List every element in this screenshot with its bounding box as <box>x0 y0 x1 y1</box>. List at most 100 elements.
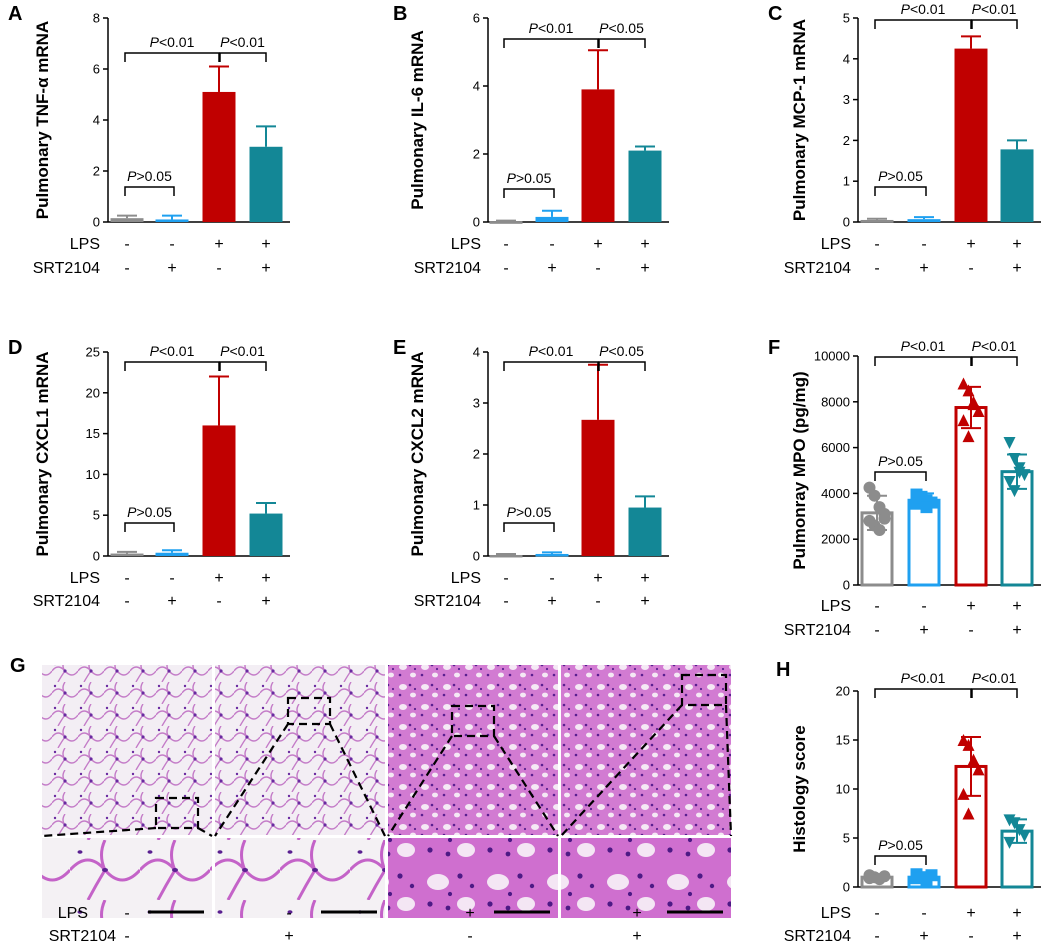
y-tick-label: 10 <box>86 467 100 482</box>
bracket-lps-vs-lps-srt <box>971 19 1018 29</box>
y-tick-label: 4 <box>473 79 480 94</box>
chart-panel-H: H 0 5 10 15 20 Histology score P<0.01 P<0.01 P>0.… <box>776 659 1041 944</box>
lps-sign: + <box>261 236 270 253</box>
y-tick-label: 5 <box>843 11 850 26</box>
panel-label-D: D <box>8 337 22 359</box>
y-tick-label: 0 <box>843 578 850 593</box>
data-point <box>957 377 970 390</box>
y-tick-label: 0 <box>93 549 100 564</box>
y-tick-label: 3 <box>473 396 480 411</box>
bar <box>907 219 941 222</box>
lps-row-label: LPS <box>451 236 481 253</box>
p-value-lps-vs-lps-srt: P<0.01 <box>972 1 1017 17</box>
y-axis-label: Pulmonary TNF-α mRNA <box>33 21 52 219</box>
lps-sign: + <box>593 236 602 253</box>
bracket-control-vs-srt <box>503 188 555 198</box>
micrograph-lps-high <box>388 838 558 918</box>
lps-sign: - <box>874 905 879 922</box>
data-point <box>863 872 876 885</box>
y-tick-label: 5 <box>843 831 850 846</box>
chart-panel-D: D 0 5 10 15 20 25 Pulmonary CXCL1 mRNA P<0.01 P<0… <box>8 337 290 610</box>
srt-sign: - <box>595 260 600 277</box>
bracket-control-vs-lps <box>124 52 220 62</box>
lps-sign: - <box>921 598 926 615</box>
srt-sign: + <box>167 593 176 610</box>
bracket-control-vs-srt <box>874 471 927 481</box>
histology-lps-sign: - <box>286 905 291 922</box>
srt-sign: - <box>874 260 879 277</box>
lps-sign: - <box>549 236 554 253</box>
y-tick-label: 4000 <box>821 486 850 501</box>
lps-sign: - <box>503 236 508 253</box>
p-value-control-vs-srt: P>0.05 <box>507 170 552 186</box>
bar <box>907 498 941 587</box>
srt-sign: - <box>216 593 221 610</box>
data-point <box>957 787 970 800</box>
data-point <box>1008 817 1021 830</box>
bar <box>860 219 894 223</box>
bar <box>489 554 523 558</box>
y-tick-label: 2 <box>843 133 850 148</box>
lps-row-label: LPS <box>821 598 851 615</box>
bracket-control-vs-srt <box>124 522 175 532</box>
p-value-control-vs-srt: P>0.05 <box>878 837 923 853</box>
bracket-lps-vs-lps-srt <box>219 52 267 62</box>
srt-sign: - <box>968 622 973 639</box>
p-value-control-vs-srt: P>0.05 <box>878 453 923 469</box>
data-point <box>1008 453 1021 466</box>
histology-lps-row-label: LPS <box>58 905 88 922</box>
zoom-indicators <box>41 673 733 838</box>
y-axis-label: Pulmonray MPO (pg/mg) <box>790 371 809 569</box>
bracket-control-vs-lps <box>124 361 220 371</box>
bar <box>628 150 662 222</box>
lps-sign: + <box>966 905 975 922</box>
srt-row-label: SRT2104 <box>33 593 100 610</box>
y-tick-label: 15 <box>836 733 850 748</box>
panel-label-H: H <box>776 659 790 681</box>
y-tick-label: 0 <box>843 215 850 230</box>
bar <box>954 48 988 222</box>
y-tick-label: 4 <box>93 113 100 128</box>
bar <box>110 553 144 557</box>
panel-label-B: B <box>393 3 407 25</box>
data-point <box>873 524 886 537</box>
data-point <box>878 870 891 883</box>
p-value-lps-vs-lps-srt: P<0.05 <box>599 343 644 359</box>
bar <box>954 406 988 587</box>
srt-row-label: SRT2104 <box>33 260 100 277</box>
lps-sign: + <box>1012 236 1021 253</box>
data-point <box>1018 830 1031 843</box>
histology-srt-sign: + <box>632 928 641 944</box>
y-axis-label: Histology score <box>790 725 809 853</box>
lps-sign: - <box>124 236 129 253</box>
lps-row-label: LPS <box>70 236 100 253</box>
y-tick-label: 6 <box>473 11 480 26</box>
y-tick-label: 0 <box>473 549 480 564</box>
y-tick-label: 20 <box>836 684 850 699</box>
srt-sign: + <box>640 260 649 277</box>
data-point <box>925 869 938 882</box>
y-tick-label: 6000 <box>821 440 850 455</box>
lps-row-label: LPS <box>821 236 851 253</box>
srt-sign: - <box>874 622 879 639</box>
lps-sign: + <box>261 570 270 587</box>
histology-srt-sign: + <box>284 928 293 944</box>
p-value-lps-vs-lps-srt: P<0.01 <box>220 343 265 359</box>
srt-sign: - <box>874 928 879 944</box>
p-value-lps-vs-lps-srt: P<0.01 <box>220 34 265 50</box>
data-point <box>868 489 881 502</box>
p-value-control-vs-lps: P<0.01 <box>529 343 574 359</box>
p-value-control-vs-srt: P>0.05 <box>878 168 923 184</box>
bar <box>202 91 236 222</box>
chart-panel-F: F 0 2000 4000 6000 8000 10000 Pulmonray MPO (pg… <box>768 337 1041 639</box>
bracket-control-vs-srt <box>124 186 175 196</box>
y-tick-label: 1 <box>843 174 850 189</box>
srt-row-label: SRT2104 <box>784 622 851 639</box>
panel-label-E: E <box>393 337 406 359</box>
data-point <box>1013 466 1026 479</box>
bar <box>202 425 236 556</box>
data-point <box>962 738 975 751</box>
y-tick-label: 25 <box>86 345 100 360</box>
y-tick-label: 20 <box>86 385 100 400</box>
lps-sign: - <box>124 570 129 587</box>
